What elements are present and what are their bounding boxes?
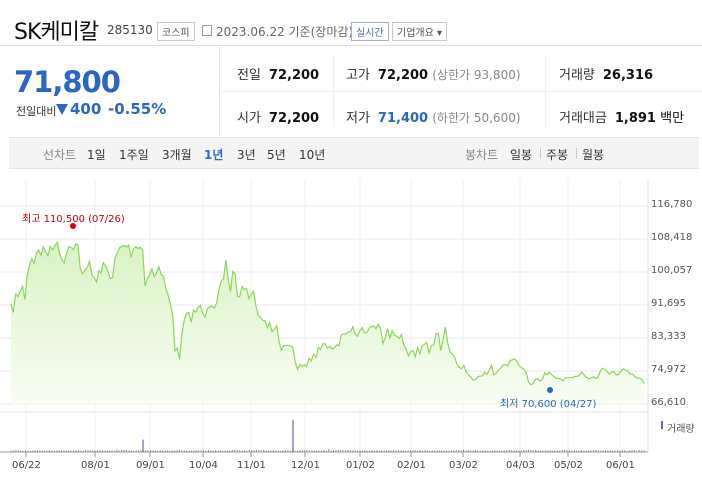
market-badge: 코스피 xyxy=(157,22,195,41)
x-tick-label: 11/01 xyxy=(237,460,266,471)
candle-monthly[interactable]: 월봉 xyxy=(582,148,605,162)
amount-value: 1,891 xyxy=(614,111,656,126)
stock-header: SK케미칼 285130 코스피 2023.06.22 기준(장마감) 실시간 … xyxy=(0,0,702,46)
lower-limit: (하한가 50,600) xyxy=(432,111,521,125)
calendar-icon xyxy=(202,25,212,36)
current-price: 71,800 xyxy=(14,65,121,99)
volume-value: 26,316 xyxy=(602,68,654,83)
realtime-button[interactable]: 실시간 xyxy=(351,22,389,41)
y-tick-label: 74,972 xyxy=(651,364,686,375)
x-tick-label: 02/01 xyxy=(397,460,426,471)
min-point-marker xyxy=(547,387,553,393)
stock-code: 285130 xyxy=(107,23,153,37)
price-line xyxy=(10,241,645,386)
y-tick-label: 91,695 xyxy=(651,298,686,309)
price-change-percent: -0.55% xyxy=(108,100,167,118)
x-tick-label: 08/01 xyxy=(81,460,110,471)
prev-close-value: 72,200 xyxy=(268,68,320,83)
prev-close-label: 전일 xyxy=(237,68,261,83)
period-1w[interactable]: 1주일 xyxy=(119,148,149,162)
x-tick-label: 04/03 xyxy=(506,460,535,471)
high-label: 고가 xyxy=(346,68,370,83)
price-area xyxy=(11,242,644,404)
open-value: 72,200 xyxy=(268,111,320,126)
current-price-panel: 71,800 전일대비 400 -0.55% xyxy=(0,47,220,135)
low-value: 71,400 xyxy=(377,111,429,126)
open-label: 시가 xyxy=(237,111,261,126)
max-point-marker xyxy=(70,223,76,229)
chart-period-bar: 선차트 1일 1주일 3개월 1년 3년 5년 10년 봉차트 일봉 주봉 월봉 xyxy=(9,137,699,169)
upper-limit: (상한가 93,800) xyxy=(432,68,521,82)
x-tick-label: 06/22 xyxy=(12,460,41,471)
high-cell: 고가 72,200 (상한가 93,800) xyxy=(346,64,521,83)
x-tick-label: 01/02 xyxy=(346,460,375,471)
period-3y[interactable]: 3년 xyxy=(237,148,256,162)
period-1d[interactable]: 1일 xyxy=(87,148,106,162)
x-tick-label: 03/02 xyxy=(449,460,478,471)
y-tick-label: 100,057 xyxy=(651,265,693,276)
period-1y[interactable]: 1년 xyxy=(204,148,224,162)
amount-cell: 거래대금 1,891 백만 xyxy=(559,107,684,126)
open-cell: 시가 72,200 xyxy=(237,107,319,126)
prev-close-cell: 전일 72,200 xyxy=(237,64,319,83)
min-price-label: 최저 70,600 (04/27) xyxy=(500,399,597,410)
volume-legend-swatch xyxy=(661,421,663,429)
change-label: 전일대비 xyxy=(16,105,57,118)
period-3m[interactable]: 3개월 xyxy=(162,148,192,162)
volume-legend-label: 거래량 xyxy=(667,424,695,435)
y-tick-label: 116,780 xyxy=(651,199,693,210)
period-5y[interactable]: 5년 xyxy=(267,148,286,162)
company-info-dropdown[interactable]: 기업개요 ▾ xyxy=(392,22,447,41)
line-chart-label: 선차트 xyxy=(43,148,77,162)
x-tick-label: 06/01 xyxy=(606,460,635,471)
amount-label: 거래대금 xyxy=(559,111,607,126)
x-tick-label: 12/01 xyxy=(291,460,320,471)
down-triangle-icon xyxy=(56,104,68,115)
candle-daily[interactable]: 일봉 xyxy=(510,148,533,162)
price-change: 400 xyxy=(70,100,102,118)
quote-stats: 전일 72,200 고가 72,200 (상한가 93,800) 거래량 26,316… xyxy=(221,47,702,135)
candle-chart-label: 봉차트 xyxy=(465,148,499,162)
candle-weekly[interactable]: 주봉 xyxy=(546,148,569,162)
period-10y[interactable]: 10년 xyxy=(299,148,326,162)
x-tick-label: 10/04 xyxy=(189,460,218,471)
high-value: 72,200 xyxy=(377,68,429,83)
amount-unit: 백만 xyxy=(660,111,685,126)
quote-date: 2023.06.22 기준(장마감) xyxy=(216,25,354,39)
low-label: 저가 xyxy=(346,111,370,126)
x-tick-label: 05/02 xyxy=(554,460,583,471)
volume-cell: 거래량 26,316 xyxy=(559,64,653,83)
stock-name: SK케미칼 xyxy=(14,20,99,45)
low-cell: 저가 71,400 (하한가 50,600) xyxy=(346,107,521,126)
y-tick-label: 66,610 xyxy=(651,397,686,408)
max-price-label: 최고 110,500 (07/26) xyxy=(22,214,125,225)
y-tick-label: 83,333 xyxy=(651,331,686,342)
volume-label: 거래량 xyxy=(559,68,595,83)
y-tick-label: 108,418 xyxy=(651,232,693,243)
x-tick-label: 09/01 xyxy=(136,460,165,471)
